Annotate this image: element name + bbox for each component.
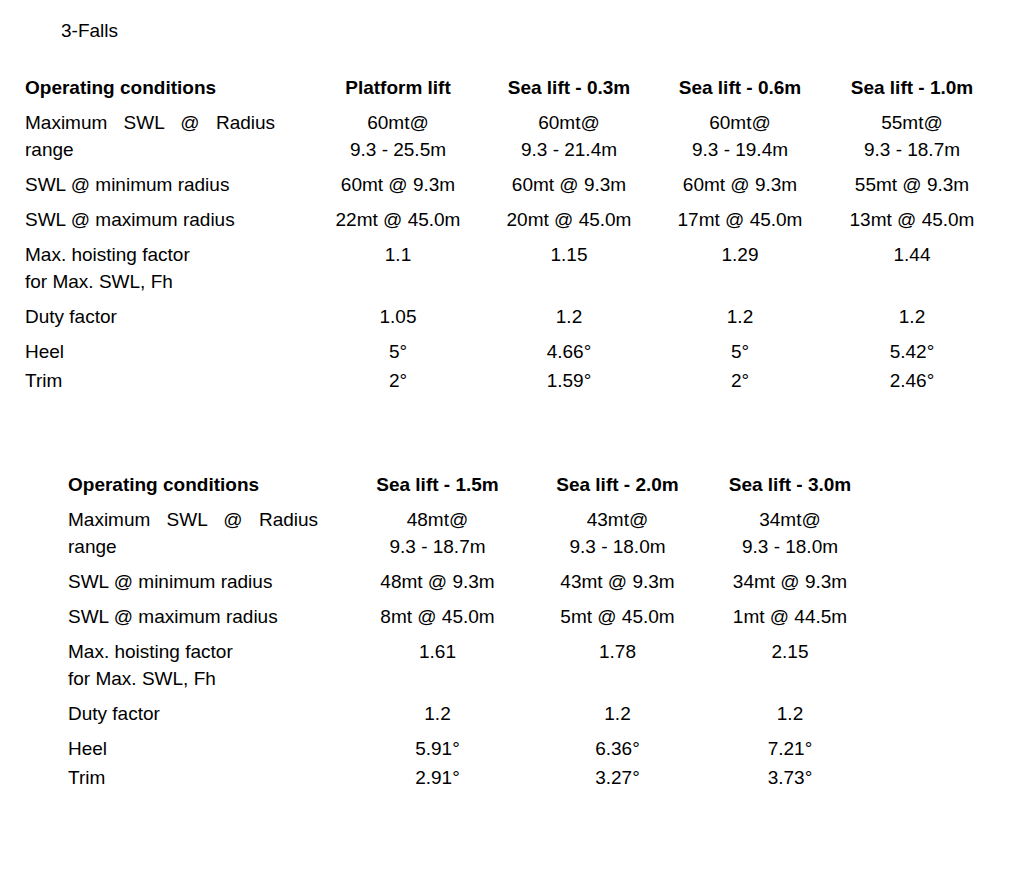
column-header-sea-lift-2-0: Sea lift - 2.0m [520,471,715,506]
row-label-line1: Max. hoisting factor [25,241,312,268]
cell-value: 20mt @ 45.0m [484,206,654,241]
cell-value: 2.15 [715,638,865,700]
row-label-line1: Maximum SWL @ Radius [25,109,312,136]
column-header-sea-lift-0-6: Sea lift - 0.6m [654,74,826,109]
cell-value: 3.27° [520,764,715,791]
row-label-line1: Maximum SWL @ Radius [68,506,355,533]
table-row-trim: Trim 2.91° 3.27° 3.73° [68,764,865,791]
cell-value: 1.1 [312,241,484,303]
cell-value: 55mt @ 9.3m [826,171,998,206]
row-label: SWL @ maximum radius [68,603,355,638]
table-row-swl-min-radius: SWL @ minimum radius 60mt @ 9.3m 60mt @ … [25,171,998,206]
column-header-sea-lift-1-5: Sea lift - 1.5m [355,471,520,506]
operating-conditions-table-2: Operating conditions Sea lift - 1.5m Sea… [68,471,865,791]
table-header-row: Operating conditions Platform lift Sea l… [25,74,998,109]
document-title: 3-Falls [61,17,1024,44]
cell-value: 60mt@ 9.3 - 25.5m [312,109,484,171]
cell-value: 5.42° [826,338,998,367]
cell-value: 1.05 [312,303,484,338]
cell-value: 48mt @ 9.3m [355,568,520,603]
cell-value: 60mt @ 9.3m [312,171,484,206]
row-label: SWL @ minimum radius [25,171,312,206]
cell-value: 1.44 [826,241,998,303]
cell-value: 1.59° [484,367,654,394]
row-label: Heel [68,735,355,764]
cell-value: 43mt@ 9.3 - 18.0m [520,506,715,568]
cell-value: 2° [312,367,484,394]
table-header-row: Operating conditions Sea lift - 1.5m Sea… [68,471,865,506]
cell-value: 60mt @ 9.3m [484,171,654,206]
cell-value: 2.91° [355,764,520,791]
column-header-sea-lift-0-3: Sea lift - 0.3m [484,74,654,109]
cell-value: 6.36° [520,735,715,764]
cell-value: 1.2 [654,303,826,338]
table-row-max-hoisting-factor: Max. hoisting factor for Max. SWL, Fh 1.… [68,638,865,700]
cell-value: 1.2 [355,700,520,735]
cell-value: 5.91° [355,735,520,764]
row-label: Maximum SWL @ Radius range [68,506,355,568]
table-row-heel: Heel 5.91° 6.36° 7.21° [68,735,865,764]
cell-value: 17mt @ 45.0m [654,206,826,241]
cell-value: 5° [312,338,484,367]
table-row-max-swl-radius-range: Maximum SWL @ Radius range 60mt@ 9.3 - 2… [25,109,998,171]
column-header-sea-lift-3-0: Sea lift - 3.0m [715,471,865,506]
cell-value: 2.46° [826,367,998,394]
cell-value: 48mt@ 9.3 - 18.7m [355,506,520,568]
cell-value: 1.2 [484,303,654,338]
row-label-line2: range [25,136,312,163]
cell-value: 7.21° [715,735,865,764]
cell-value: 1.78 [520,638,715,700]
cell-value: 13mt @ 45.0m [826,206,998,241]
operating-conditions-table-1: Operating conditions Platform lift Sea l… [25,74,998,394]
cell-value: 1.61 [355,638,520,700]
table-row-swl-max-radius: SWL @ maximum radius 22mt @ 45.0m 20mt @… [25,206,998,241]
cell-value: 1.2 [520,700,715,735]
cell-value: 60mt @ 9.3m [654,171,826,206]
cell-value: 4.66° [484,338,654,367]
cell-value: 60mt@ 9.3 - 19.4m [654,109,826,171]
row-label: Max. hoisting factor for Max. SWL, Fh [25,241,312,303]
cell-value: 43mt @ 9.3m [520,568,715,603]
row-label: Max. hoisting factor for Max. SWL, Fh [68,638,355,700]
row-label: Heel [25,338,312,367]
row-label: Trim [25,367,312,394]
table-row-swl-min-radius: SWL @ minimum radius 48mt @ 9.3m 43mt @ … [68,568,865,603]
cell-value: 5° [654,338,826,367]
cell-value: 1mt @ 44.5m [715,603,865,638]
row-label-line2: for Max. SWL, Fh [25,268,312,295]
table-row-max-hoisting-factor: Max. hoisting factor for Max. SWL, Fh 1.… [25,241,998,303]
column-header-operating-conditions: Operating conditions [68,471,355,506]
table-row-trim: Trim 2° 1.59° 2° 2.46° [25,367,998,394]
cell-value: 55mt@ 9.3 - 18.7m [826,109,998,171]
cell-value: 8mt @ 45.0m [355,603,520,638]
cell-value: 34mt @ 9.3m [715,568,865,603]
row-label-line2: range [68,533,355,560]
row-label-line1: Max. hoisting factor [68,638,355,665]
table-row-swl-max-radius: SWL @ maximum radius 8mt @ 45.0m 5mt @ 4… [68,603,865,638]
cell-value: 2° [654,367,826,394]
row-label: SWL @ maximum radius [25,206,312,241]
row-label: Trim [68,764,355,791]
row-label: SWL @ minimum radius [68,568,355,603]
table-row-duty-factor: Duty factor 1.05 1.2 1.2 1.2 [25,303,998,338]
table-row-duty-factor: Duty factor 1.2 1.2 1.2 [68,700,865,735]
row-label: Maximum SWL @ Radius range [25,109,312,171]
column-header-platform-lift: Platform lift [312,74,484,109]
cell-value: 1.29 [654,241,826,303]
table-row-max-swl-radius-range: Maximum SWL @ Radius range 48mt@ 9.3 - 1… [68,506,865,568]
cell-value: 22mt @ 45.0m [312,206,484,241]
cell-value: 1.2 [715,700,865,735]
cell-value: 1.15 [484,241,654,303]
column-header-operating-conditions: Operating conditions [25,74,312,109]
cell-value: 5mt @ 45.0m [520,603,715,638]
cell-value: 34mt@ 9.3 - 18.0m [715,506,865,568]
column-header-sea-lift-1-0: Sea lift - 1.0m [826,74,998,109]
row-label-line2: for Max. SWL, Fh [68,665,355,692]
cell-value: 3.73° [715,764,865,791]
row-label: Duty factor [25,303,312,338]
row-label: Duty factor [68,700,355,735]
cell-value: 1.2 [826,303,998,338]
table-row-heel: Heel 5° 4.66° 5° 5.42° [25,338,998,367]
cell-value: 60mt@ 9.3 - 21.4m [484,109,654,171]
